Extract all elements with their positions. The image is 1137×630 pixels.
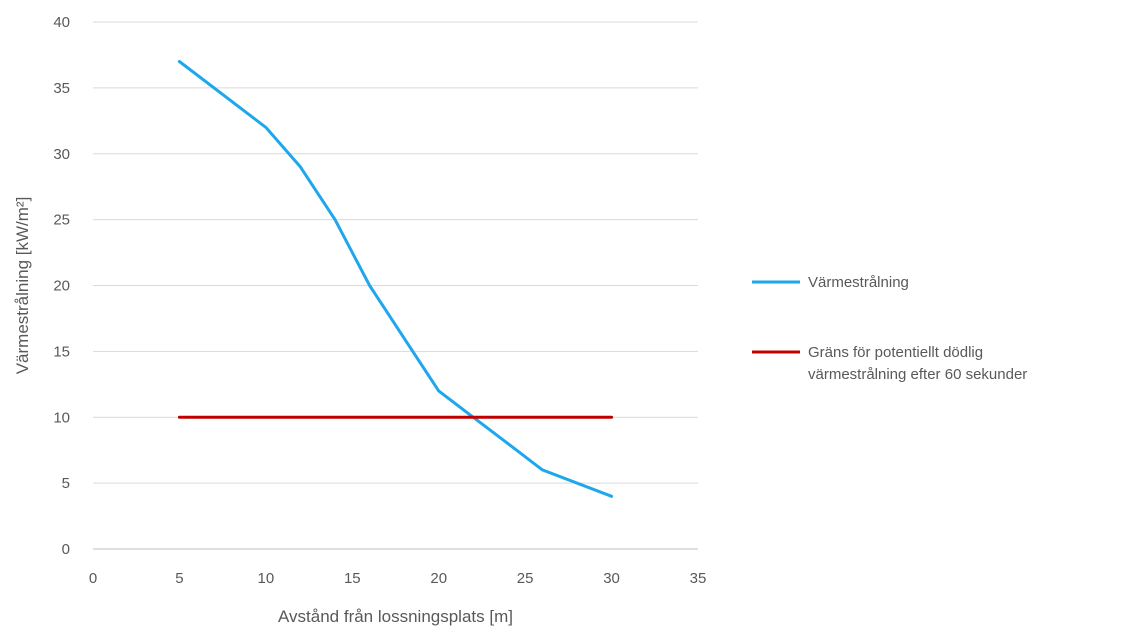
x-tick-label: 15 [344, 570, 361, 587]
legend-label-0: Värmestrålning [808, 274, 909, 291]
x-tick-label: 0 [89, 570, 97, 587]
x-tick-label: 20 [430, 570, 447, 587]
x-tick-label: 25 [517, 570, 534, 587]
y-axis-title: Värmestrålning [kW/m²] [13, 197, 32, 375]
y-tick-label: 30 [53, 146, 70, 163]
x-tick-label: 5 [175, 570, 183, 587]
x-tick-label: 30 [603, 570, 620, 587]
y-tick-label: 0 [62, 541, 70, 558]
legend-label-1: Gräns för potentiellt dödlig värmestrålni… [808, 344, 1027, 383]
legend: Värmestrålning Gräns för potentiellt dödl… [752, 274, 1027, 383]
x-tick-label: 35 [690, 570, 707, 587]
x-axis-ticks: 0 5 10 15 20 25 30 35 [89, 570, 707, 587]
x-tick-label: 10 [258, 570, 275, 587]
series-line-0 [177, 60, 614, 498]
y-tick-label: 25 [53, 212, 70, 229]
y-tick-label: 40 [53, 14, 70, 31]
y-tick-label: 35 [53, 80, 70, 97]
y-tick-label: 5 [62, 475, 70, 492]
y-tick-label: 15 [53, 343, 70, 360]
y-tick-label: 20 [53, 278, 70, 295]
y-tick-label: 10 [53, 409, 70, 426]
x-axis-title: Avstånd från lossningsplats [m] [278, 607, 513, 626]
series-lines [177, 60, 614, 498]
gridlines [93, 21, 698, 550]
y-axis-ticks: 0 5 10 15 20 25 30 35 40 [53, 14, 70, 558]
